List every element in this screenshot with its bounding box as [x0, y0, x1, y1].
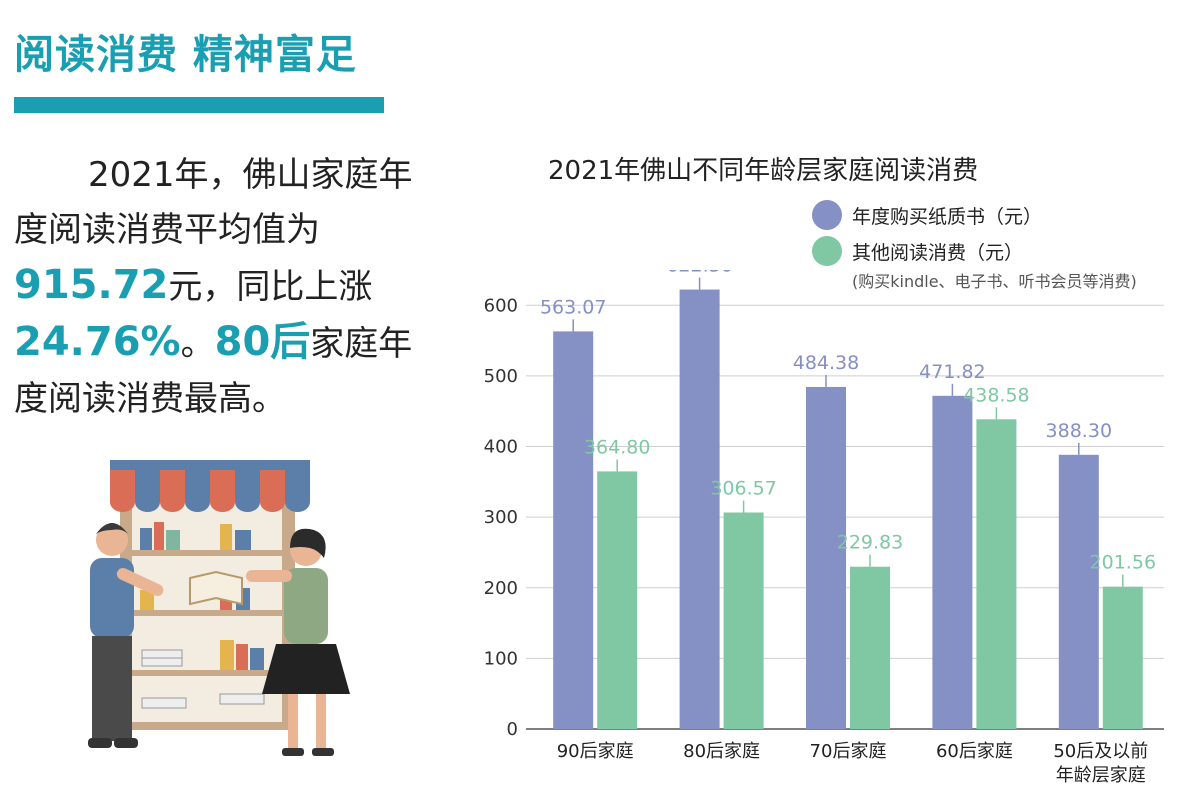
bookstall-illustration [88, 460, 350, 756]
bar [850, 566, 890, 729]
summary-average-value: 915.72 [14, 262, 169, 308]
x-tick-label: 50后及以前 [1053, 741, 1148, 762]
summary-part-2: 元，同比上涨 [168, 267, 373, 307]
legend-label-paper: 年度购买纸质书（元） [852, 205, 1043, 228]
page-headline: 阅读消费 精神富足 [14, 32, 357, 78]
y-tick-label: 0 [507, 719, 518, 740]
y-tick-label: 600 [484, 295, 518, 316]
summary-part-1: 2021年，佛山家庭年度阅读消费平均值为 [14, 155, 413, 250]
legend-swatch-other [812, 236, 842, 266]
bar [679, 289, 720, 729]
data-label: 364.80 [584, 436, 650, 458]
y-tick-label: 400 [484, 437, 518, 458]
y-tick-label: 200 [484, 578, 518, 599]
open-book [189, 570, 243, 606]
legend-swatch-paper [812, 200, 842, 230]
x-tick-label: 年龄层家庭 [1056, 765, 1146, 786]
x-tick-label: 60后家庭 [936, 741, 1013, 762]
data-label: 484.38 [793, 352, 859, 374]
bar [597, 471, 638, 729]
data-label: 563.07 [540, 296, 606, 318]
y-tick-label: 100 [484, 648, 518, 669]
x-tick-label: 70后家庭 [810, 741, 887, 762]
headline-underline [14, 97, 384, 113]
legend-item-paper: 年度购买纸质书（元） [812, 200, 1042, 230]
data-label: 388.30 [1046, 420, 1112, 442]
data-label: 622.30 [666, 270, 732, 277]
bar [723, 512, 764, 729]
y-tick-label: 500 [484, 366, 518, 387]
summary-top-group: 80后 [214, 319, 311, 365]
data-label: 438.58 [963, 384, 1029, 406]
x-tick-label: 80后家庭 [683, 741, 760, 762]
bar [553, 331, 594, 729]
legend-label-other: 其他阅读消费（元） [852, 241, 1024, 264]
data-label: 471.82 [919, 361, 985, 383]
person-man [88, 523, 164, 748]
bar [976, 419, 1017, 729]
summary-part-3: 。 [180, 324, 215, 364]
y-tick-label: 300 [484, 507, 518, 528]
legend-note: (购买kindle、电子书、听书会员等消费) [852, 272, 1137, 291]
summary-growth-value: 24.76% [14, 319, 181, 365]
x-tick-label: 90后家庭 [557, 741, 634, 762]
summary-part-4: 家庭年度阅读消费最高。 [14, 324, 413, 419]
bar-chart: 0 100 200 300 400 500 600 563.07 364.80 90后家庭 622.… [484, 270, 1164, 786]
chart-title: 2021年佛山不同年龄层家庭阅读消费 [548, 156, 979, 186]
bar [1102, 586, 1143, 729]
data-label: 229.83 [837, 532, 903, 554]
awning [110, 460, 310, 512]
bar [932, 395, 973, 729]
bar [1058, 454, 1099, 729]
bar [806, 386, 846, 729]
summary-text: 2021年，佛山家庭年度阅读消费平均值为 915.72元，同比上涨 24.76%。8… [14, 148, 434, 427]
legend-item-other: 其他阅读消费（元） [812, 236, 1023, 266]
data-label: 306.57 [710, 478, 776, 500]
data-label: 201.56 [1090, 552, 1156, 574]
person-woman [246, 528, 350, 756]
